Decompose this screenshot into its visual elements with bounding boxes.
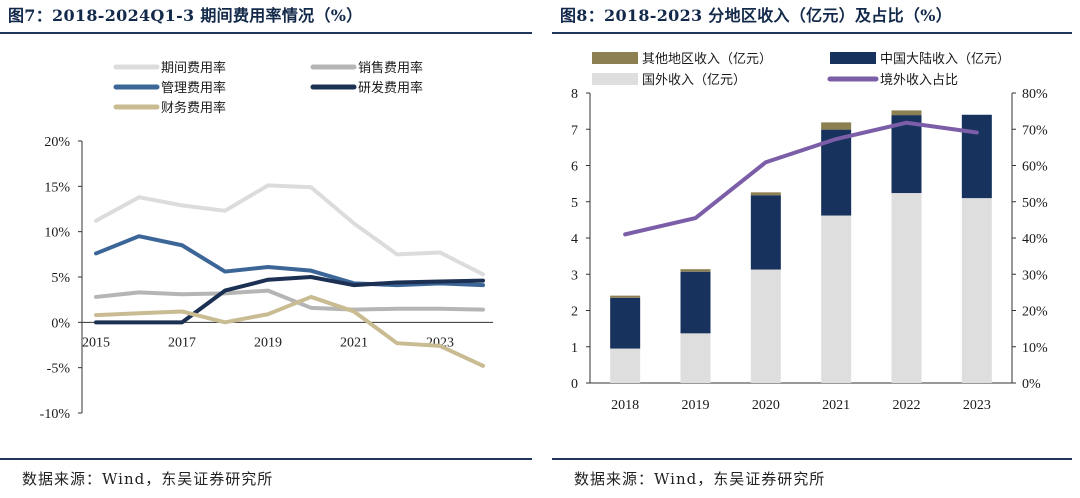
- x-tick-label: 2015: [82, 335, 110, 350]
- left-y-tick-label: 4: [571, 232, 578, 247]
- right-y-tick-label: 70%: [1022, 123, 1048, 138]
- y-tick-label: 15%: [44, 180, 70, 195]
- right-y-tick-label: 30%: [1022, 268, 1048, 283]
- left-source-note: 数据来源：Wind，东吴证券研究所: [22, 470, 274, 488]
- right-y-tick-label: 20%: [1022, 305, 1048, 320]
- y-tick-label: 5%: [51, 271, 70, 286]
- legend-label-4: 研发费用率: [358, 80, 423, 96]
- series-line-1: [94, 183, 485, 277]
- x-tick-label: 2018: [611, 398, 639, 413]
- left-title-rule: [0, 32, 532, 34]
- bar-segment-2: [610, 297, 641, 349]
- bar-segment-1: [680, 333, 711, 383]
- right-y-tick-label: 50%: [1022, 196, 1048, 211]
- series-line-4: [94, 275, 485, 325]
- x-tick-label: 2019: [682, 398, 710, 413]
- x-tick-label: 2022: [893, 398, 921, 413]
- legend-label-1: 国外收入（亿元）: [642, 73, 746, 88]
- right-figure-panel: 图8：2018-2023 分地区收入（亿元）及占比（%） 0 1 2 3 4 5 6 7 8 0%…: [552, 0, 1080, 498]
- right-y-tick-label: 0%: [1022, 377, 1041, 392]
- y-tick-label: 0%: [51, 316, 70, 331]
- legend-label-1: 期间费用率: [161, 60, 226, 76]
- share-line: [623, 120, 979, 237]
- bar-segment-3: [610, 295, 641, 298]
- legend-label-3: 管理费用率: [161, 80, 226, 96]
- left-figure-title: 图7：2018-2024Q1-3 期间费用率情况（%）: [8, 6, 363, 25]
- bar-segment-2: [961, 114, 992, 199]
- bar-segment-2: [680, 271, 711, 334]
- legend-label-2: 销售费用率: [358, 60, 423, 76]
- legend-label-4: 境外收入占比: [880, 73, 958, 88]
- left-source-rule: [0, 458, 532, 460]
- bar-segment-3: [750, 192, 781, 196]
- left-y-tick-label: 2: [571, 305, 578, 320]
- bar-segment-1: [891, 193, 922, 383]
- bar-segment-3: [680, 269, 711, 272]
- x-tick-label: 2021: [340, 335, 368, 350]
- series-line-3: [94, 234, 485, 288]
- legend-swatch-2: [830, 52, 876, 64]
- left-figure-panel: 图7：2018-2024Q1-3 期间费用率情况（%） 20% 15% 10% 5% 0…: [0, 6, 532, 488]
- left-y-tick-label: 7: [571, 123, 578, 138]
- left-y-tick-label: 3: [571, 268, 578, 283]
- y-tick-label: -10%: [40, 407, 71, 422]
- x-tick-label: 2019: [254, 335, 282, 350]
- legend-label-3: 其他地区收入（亿元）: [642, 52, 772, 67]
- bar-segment-1: [610, 348, 641, 383]
- y-tick-label: 20%: [44, 135, 70, 150]
- left-y-tick-label: 5: [571, 196, 578, 211]
- right-source-rule: [552, 458, 1072, 460]
- right-y-tick-label: 10%: [1022, 341, 1048, 356]
- expense-ratio-line-chart: 20%15%10%5%0%-5%-10%2015 2017 2019 2021 2023…: [40, 60, 493, 422]
- right-y-tick-label: 80%: [1022, 87, 1048, 102]
- series-line-5: [94, 294, 485, 368]
- x-tick-label: 2017: [168, 335, 196, 350]
- legend-swatch-1: [592, 73, 638, 85]
- right-y-tick-label: 40%: [1022, 232, 1048, 247]
- bar-segment-2: [891, 115, 922, 194]
- x-tick-label: 2021: [822, 398, 850, 413]
- series-line-2: [94, 288, 485, 312]
- left-y-tick-label: 0: [571, 377, 578, 392]
- right-y-tick-label: 60%: [1022, 160, 1048, 175]
- bar-segment-1: [821, 215, 852, 383]
- right-figure-title: 图8：2018-2023 分地区收入（亿元）及占比（%）: [560, 6, 953, 25]
- x-tick-label: 2020: [752, 398, 780, 413]
- right-source-note: 数据来源：Wind，东吴证券研究所: [574, 470, 826, 488]
- left-y-tick-label: 1: [571, 341, 578, 356]
- bar-segment-1: [961, 198, 992, 383]
- bar-segment-1: [750, 269, 781, 383]
- legend-label-2: 中国大陆收入（亿元）: [880, 51, 1010, 67]
- right-title-rule: [552, 32, 1072, 34]
- y-tick-label: 10%: [44, 226, 70, 241]
- legend-swatch-3: [592, 52, 638, 64]
- x-tick-label: 2023: [963, 398, 991, 413]
- left-y-tick-label: 8: [571, 87, 578, 102]
- bar-segment-3: [821, 122, 852, 130]
- y-tick-label: -5%: [47, 362, 71, 377]
- left-y-tick-label: 6: [571, 160, 578, 175]
- bar-segment-2: [750, 195, 781, 270]
- legend-label-5: 财务费用率: [161, 100, 226, 116]
- bar-segment-3: [891, 110, 922, 116]
